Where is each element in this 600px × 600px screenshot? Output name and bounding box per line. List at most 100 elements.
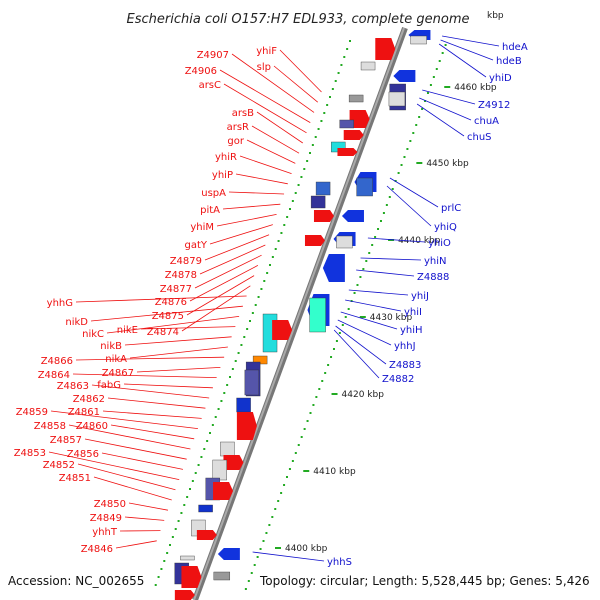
label-connector — [367, 237, 426, 243]
tick-dot — [403, 156, 406, 158]
gene-label-right: yhhJ — [394, 341, 416, 352]
tick-dot — [206, 440, 209, 442]
gene-label-left: Z4879 — [170, 256, 202, 267]
label-connector — [115, 540, 157, 549]
tick-dot — [429, 84, 432, 86]
tick-dot — [243, 336, 246, 338]
tick-dot — [254, 304, 257, 306]
label-connector — [348, 289, 409, 296]
tick-dot — [406, 148, 409, 150]
label-connector — [356, 269, 415, 277]
label-connector — [239, 155, 292, 174]
gene-label-right: Z4888 — [417, 272, 449, 283]
gene-label-right: yhiD — [489, 73, 512, 84]
tick-dot — [348, 40, 351, 42]
tick-dot — [412, 132, 415, 134]
tick-dot — [244, 588, 247, 590]
label-connector — [101, 452, 184, 470]
label-connector — [273, 65, 319, 103]
label-connector — [422, 89, 476, 105]
tick-dot — [274, 508, 277, 510]
kbp-label: 4460 kbp — [454, 83, 497, 93]
feature-arrow — [313, 210, 334, 222]
tick-dot — [188, 488, 191, 490]
gene-label-left: fabG — [97, 380, 121, 391]
gene-label-left: Z4878 — [165, 270, 197, 281]
tick-dot — [353, 292, 356, 294]
gene-label-right: yhiJ — [411, 291, 429, 302]
tick-dot — [435, 68, 438, 70]
gene-label-left: nikC — [82, 329, 104, 340]
label-connector — [440, 39, 494, 61]
label-connector — [128, 502, 169, 511]
feature-arrow — [236, 412, 257, 440]
feature-arrow — [341, 210, 364, 222]
feature-block — [310, 195, 326, 209]
tick-dot — [263, 280, 266, 282]
feature-arrow — [223, 455, 244, 470]
tick-dot — [154, 584, 157, 586]
tick-dot — [226, 384, 229, 386]
feature-arrow — [213, 482, 234, 500]
tick-dot — [177, 520, 180, 522]
gene-label-right: hdeA — [502, 42, 528, 53]
gene-label-right: yhiH — [400, 325, 423, 336]
feature-block — [356, 177, 373, 197]
tick-dot — [294, 192, 297, 194]
tick-dot — [291, 200, 294, 202]
kbp-ticks: 4400 kbp 4410 kbp 4420 kbp 4430 kbp 4440 kbp… — [154, 40, 497, 590]
gene-label-left: Z4866 — [41, 356, 73, 367]
tick-dot — [444, 44, 447, 46]
gene-label-right: yhhS — [327, 557, 352, 568]
feature-arrow — [196, 530, 217, 540]
label-connector — [219, 69, 311, 123]
tick-dot — [359, 276, 362, 278]
label-connector — [251, 125, 300, 154]
feature-arrow — [217, 548, 240, 560]
label-connector — [419, 97, 472, 121]
label-connector — [228, 191, 285, 195]
feature-block — [348, 94, 364, 103]
tick-dot — [346, 48, 349, 50]
tick-dot — [344, 316, 347, 318]
tick-dot — [385, 204, 388, 206]
tick-dot — [337, 72, 340, 74]
feature-arrow — [272, 320, 293, 340]
tick-dot — [343, 56, 346, 58]
tick-dot — [277, 500, 280, 502]
label-connector — [75, 295, 247, 303]
tick-dot — [297, 444, 300, 446]
label-connector — [102, 410, 202, 419]
label-connector — [337, 319, 392, 346]
tick-dot — [418, 116, 421, 118]
gene-label-right: Z4883 — [389, 360, 421, 371]
feature-arrow — [322, 254, 345, 282]
label-connector — [386, 185, 432, 227]
tick-dot — [424, 100, 427, 102]
tick-dot — [312, 404, 315, 406]
gene-label-right: chuA — [474, 116, 499, 127]
label-connector — [77, 463, 176, 491]
gene-label-left: yhiM — [190, 222, 214, 233]
gene-label-left: yhhG — [47, 298, 73, 309]
gene-label-left: slp — [257, 62, 271, 73]
tick-dot — [441, 52, 444, 54]
gene-label-left: Z4850 — [94, 499, 126, 510]
tick-dot — [283, 484, 286, 486]
tick-dot — [203, 448, 206, 450]
tick-dot — [228, 376, 231, 378]
label-connector — [256, 111, 304, 144]
tick-dot — [324, 372, 327, 374]
gene-label-left: gor — [227, 136, 244, 147]
tick-dot — [160, 568, 163, 570]
tick-dot — [315, 396, 318, 398]
tick-dot — [318, 388, 321, 390]
feature-block — [336, 235, 353, 249]
label-connector — [204, 234, 270, 261]
tick-dot — [338, 332, 341, 334]
label-connector — [91, 384, 210, 399]
tick-dot — [240, 344, 243, 346]
tick-dot — [300, 176, 303, 178]
backbone — [192, 26, 408, 600]
